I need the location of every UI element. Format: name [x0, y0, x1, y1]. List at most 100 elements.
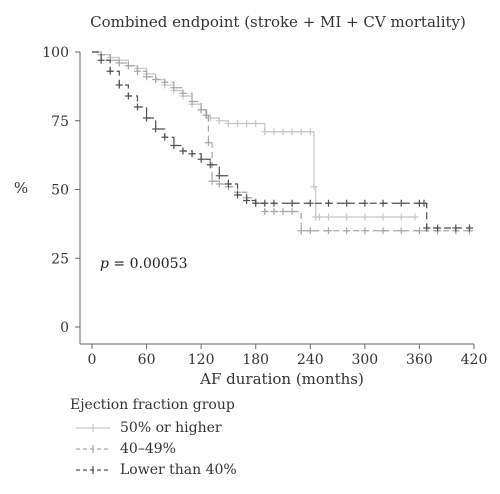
x-tick-label: 60 [138, 352, 156, 368]
censor-mark [224, 120, 232, 127]
y-tick-label: 25 [51, 251, 69, 267]
x-tick-label: 180 [242, 352, 269, 368]
censor-mark [379, 227, 387, 235]
x-tick-label: 420 [461, 352, 488, 368]
legend-label: 50% or higher [120, 419, 222, 436]
censor-mark [324, 227, 332, 235]
censor-mark [452, 224, 460, 232]
censor-mark [343, 213, 351, 221]
censor-mark [297, 227, 305, 235]
censor-mark [133, 103, 141, 111]
censor-mark [288, 208, 296, 215]
x-tick-label: 0 [88, 352, 97, 368]
censor-mark [252, 199, 260, 207]
censor-mark [143, 73, 151, 81]
censor-mark [115, 59, 123, 67]
y-tick-label: 0 [60, 320, 69, 336]
censor-mark [279, 208, 287, 215]
censor-mark [343, 227, 351, 235]
y-axis-label: % [14, 179, 28, 197]
censor-mark [224, 180, 232, 188]
series-2 [92, 51, 473, 235]
y-tick-label: 100 [42, 45, 69, 61]
legend-item: Lower than 40% [70, 459, 237, 480]
censor-mark [306, 199, 314, 207]
censor-mark [188, 98, 196, 105]
censor-mark [197, 106, 205, 114]
legend-label: 40–49% [120, 440, 176, 457]
censor-mark [306, 227, 314, 235]
censor-mark [288, 199, 296, 207]
censor-mark [206, 161, 214, 169]
censor-mark [152, 76, 160, 83]
series-line [92, 51, 470, 232]
censor-mark [397, 213, 405, 221]
censor-mark [361, 227, 369, 235]
censor-mark [179, 89, 187, 97]
series-3 [92, 51, 473, 232]
censor-mark [115, 81, 123, 89]
legend: Ejection fraction group 50% or higher 40–… [70, 397, 237, 480]
p-value-text: = 0.00053 [109, 256, 188, 272]
legend-swatch [76, 444, 110, 453]
censor-mark [379, 199, 387, 207]
legend-item: 40–49% [70, 438, 237, 459]
censor-mark [124, 62, 132, 70]
censor-mark [397, 199, 405, 207]
censor-mark [106, 67, 114, 75]
censor-mark [465, 224, 473, 232]
censor-mark [288, 128, 296, 136]
y-tick-label: 50 [51, 183, 69, 199]
censor-mark [423, 224, 431, 232]
censor-mark [243, 120, 251, 127]
chart-title: Combined endpoint (stroke + MI + CV mort… [90, 13, 466, 31]
censor-mark [124, 92, 132, 100]
legend-title: Ejection fraction group [70, 397, 235, 413]
plot-area [92, 51, 473, 235]
censor-mark [261, 128, 269, 136]
censor-mark [170, 142, 178, 149]
censor-mark [324, 199, 332, 207]
censor-mark [343, 199, 351, 207]
censor-mark [203, 111, 211, 119]
censor-mark [234, 191, 242, 199]
censor-mark [204, 139, 212, 147]
y-tick-label: 75 [51, 114, 69, 130]
x-axis-label: AF duration (months) [199, 370, 364, 388]
censor-mark [97, 56, 105, 64]
censor-mark [208, 177, 216, 185]
censor-mark [261, 199, 269, 207]
x-tick-label: 300 [351, 352, 378, 368]
censor-mark [411, 213, 419, 221]
y-axis: 0 25 50 75 100 [42, 45, 81, 344]
censor-mark [420, 199, 428, 207]
censor-mark [361, 213, 369, 221]
censor-mark [243, 197, 251, 204]
legend-label: Lower than 40% [120, 461, 237, 478]
censor-mark [270, 208, 278, 215]
legend-swatch [76, 423, 110, 432]
censor-mark [170, 84, 178, 92]
censor-mark [361, 199, 369, 207]
censor-mark [397, 227, 405, 235]
censor-mark [261, 208, 269, 215]
x-tick-label: 240 [297, 352, 324, 368]
censor-mark [279, 128, 287, 136]
x-axis: 0 60 120 180 240 300 360 420 [80, 343, 488, 368]
censor-mark [415, 227, 423, 235]
legend-items: 50% or higher 40–49% Lower than 40% [70, 417, 237, 480]
censor-mark [161, 78, 169, 86]
censor-mark [179, 147, 187, 155]
x-tick-label: 360 [406, 352, 433, 368]
censor-mark [215, 180, 223, 188]
censor-mark [324, 213, 332, 221]
censor-mark [434, 224, 442, 232]
censor-mark [188, 150, 196, 158]
x-tick-label: 120 [188, 352, 215, 368]
censor-mark [270, 128, 278, 136]
censor-mark [379, 213, 387, 221]
legend-swatch [76, 465, 110, 474]
censor-mark [215, 117, 223, 125]
series-1 [92, 51, 419, 221]
